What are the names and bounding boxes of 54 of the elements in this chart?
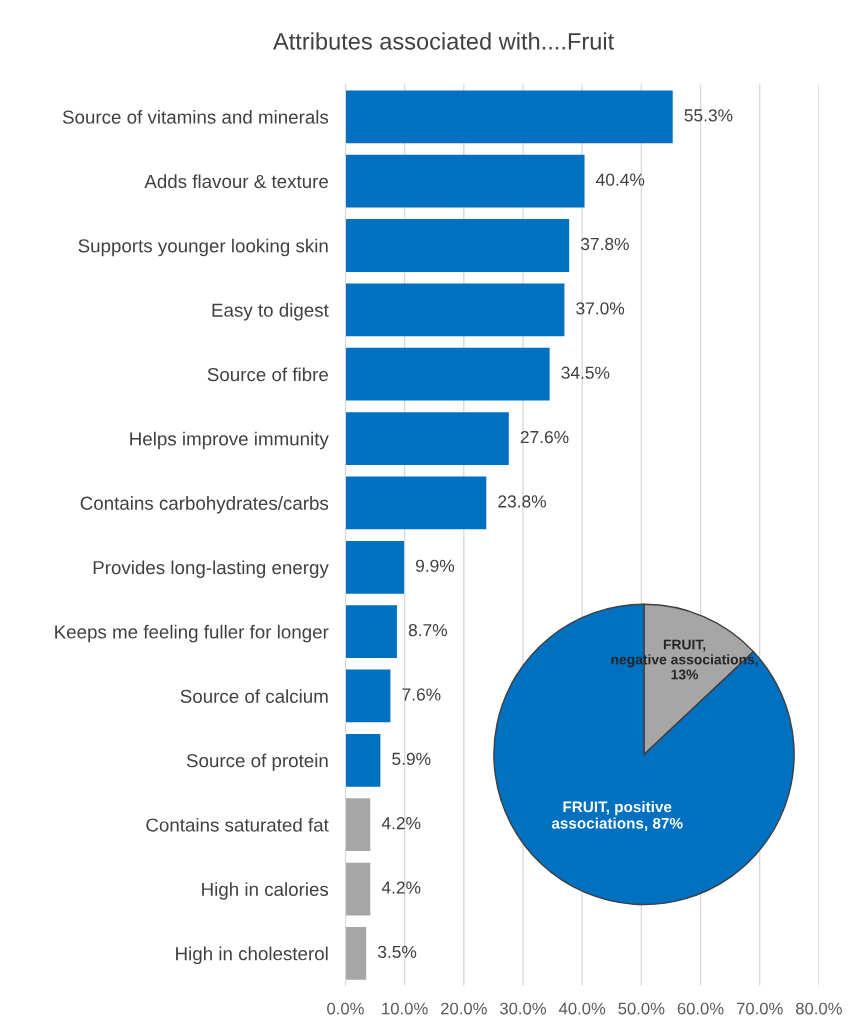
data-label: 7.6% (402, 688, 441, 701)
bar (345, 90, 673, 144)
bar (345, 798, 371, 852)
data-label: 55.3% (684, 109, 733, 122)
data-label: 3.5% (377, 945, 417, 959)
bar (345, 927, 367, 980)
bar (345, 219, 570, 272)
data-label: 34.5% (561, 366, 610, 379)
y-tick-label: Contains saturated fat (146, 817, 329, 832)
bar (345, 669, 391, 723)
y-tick-label: Supports younger looking skin (78, 238, 328, 257)
slice-label: FRUIT, positive associations, 87% (551, 801, 683, 831)
data-label: 8.7% (408, 623, 448, 637)
data-label: 5.9% (392, 752, 431, 765)
x-tick-label: 70.0% (736, 1002, 783, 1015)
y-tick-label: Source of calcium (180, 689, 328, 703)
chart-title: Attributes associated with....Fruit (273, 32, 614, 50)
y-tick-label: Contains carbohydrates/carbs (80, 496, 329, 514)
data-label: 37.8% (580, 237, 629, 251)
y-tick-label: Easy to digest (212, 303, 329, 321)
data-label: 4.2% (381, 817, 421, 830)
y-tick-label: High in calories (202, 882, 329, 900)
data-label: 4.2% (381, 881, 421, 894)
x-tick-label: 10.0% (382, 1002, 428, 1015)
bar (345, 412, 509, 465)
bar (345, 476, 487, 530)
x-tick-label: 40.0% (558, 1002, 606, 1015)
bar (345, 154, 585, 208)
y-tick-label: Adds flavour & texture (144, 174, 328, 189)
x-tick-label: 0.0% (327, 1002, 364, 1015)
bar (345, 605, 397, 659)
x-tick-label: 20.0% (441, 1002, 487, 1015)
data-label: 37.0% (576, 302, 625, 315)
data-label: 9.9% (415, 559, 455, 572)
bar (345, 347, 550, 401)
x-tick-label: 60.0% (677, 1002, 724, 1015)
bar (345, 862, 371, 916)
bar (345, 540, 405, 594)
y-tick-label: Source of vitamins and minerals (62, 110, 329, 124)
bar (345, 733, 381, 787)
y-tick-label: Keeps me feeling fuller for longer (55, 624, 329, 643)
x-tick-label: 50.0% (618, 1002, 665, 1015)
y-tick-label: Source of fibre (207, 367, 328, 382)
y-tick-label: High in cholesterol (176, 946, 328, 965)
y-tick-label: Source of protein (186, 753, 328, 772)
y-tick-label: Helps improve immunity (130, 431, 329, 450)
data-label: 23.8% (498, 495, 547, 508)
bar (345, 283, 565, 337)
y-tick-label: Provides long-lasting energy (93, 560, 329, 578)
x-tick-label: 30.0% (500, 1002, 547, 1015)
x-tick-label: 80.0% (795, 1002, 842, 1015)
pie-slice (493, 603, 795, 906)
data-label: 40.4% (596, 173, 645, 186)
data-label: 27.6% (520, 430, 569, 444)
